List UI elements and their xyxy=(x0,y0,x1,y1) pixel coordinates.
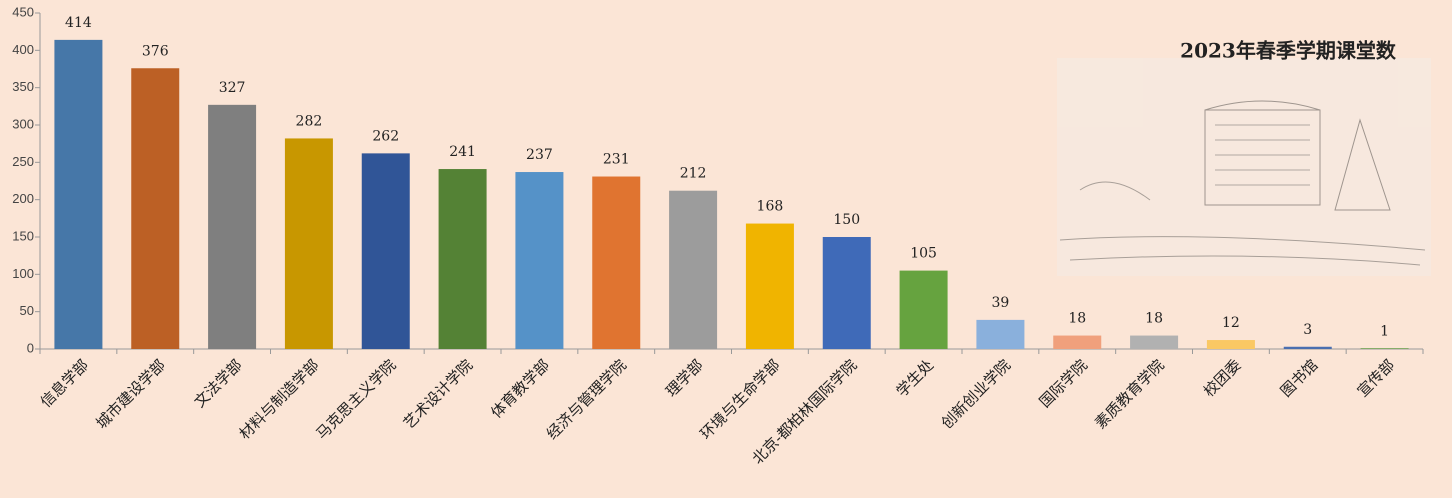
value-label: 237 xyxy=(526,147,553,163)
value-label: 168 xyxy=(757,199,784,215)
bar xyxy=(515,172,564,349)
bar xyxy=(745,223,794,349)
y-tick-label: 350 xyxy=(12,79,34,94)
value-label: 231 xyxy=(603,152,630,168)
x-tick-label: 学生处 xyxy=(893,356,938,401)
x-tick-label: 经济与管理学院 xyxy=(543,356,630,443)
y-tick-label: 0 xyxy=(27,340,34,355)
y-tick-label: 200 xyxy=(12,191,34,206)
x-tick-label: 文法学部 xyxy=(191,356,246,411)
y-tick-label: 150 xyxy=(12,228,34,243)
bar xyxy=(131,68,180,350)
value-label: 376 xyxy=(142,43,169,59)
bar xyxy=(1206,340,1255,349)
bar xyxy=(284,138,333,349)
y-tick-label: 300 xyxy=(12,116,34,131)
x-tick-label: 城市建设学部 xyxy=(93,356,169,432)
bar xyxy=(1360,348,1409,349)
bar xyxy=(976,319,1025,349)
x-tick-label: 素质教育学院 xyxy=(1091,356,1167,432)
y-tick-label: 450 xyxy=(12,4,34,19)
bar xyxy=(1053,335,1102,349)
bar xyxy=(1283,346,1332,349)
bar xyxy=(54,39,103,349)
value-label: 12 xyxy=(1222,315,1240,331)
x-tick-label: 材料与制造学部 xyxy=(236,356,323,443)
value-label: 3 xyxy=(1303,322,1312,338)
y-tick-label: 50 xyxy=(20,303,34,318)
bar xyxy=(822,237,871,349)
bar xyxy=(1130,335,1179,349)
x-tick-label: 宣传部 xyxy=(1354,356,1399,401)
x-tick-label: 体育教学部 xyxy=(487,356,553,422)
value-label: 282 xyxy=(296,113,323,129)
x-tick-label: 图书馆 xyxy=(1277,356,1322,401)
y-tick-label: 400 xyxy=(12,42,34,57)
campus-sketch xyxy=(1057,58,1431,276)
x-tick-label: 国际学院 xyxy=(1036,356,1091,411)
value-label: 241 xyxy=(449,144,476,160)
x-tick-label: 创新创业学院 xyxy=(938,356,1014,432)
x-tick-label: 校团委 xyxy=(1200,356,1245,401)
value-label: 18 xyxy=(1145,311,1163,327)
value-label: 262 xyxy=(372,128,399,144)
value-label: 39 xyxy=(992,295,1010,311)
value-label: 1 xyxy=(1380,323,1389,339)
bar xyxy=(361,153,410,349)
y-tick-label: 100 xyxy=(12,266,34,281)
bar xyxy=(438,169,487,349)
value-label: 327 xyxy=(219,80,246,96)
value-label: 212 xyxy=(680,166,707,182)
value-label: 105 xyxy=(910,246,937,262)
value-label: 18 xyxy=(1068,311,1086,327)
y-tick-label: 250 xyxy=(12,154,34,169)
x-tick-label: 马克思主义学院 xyxy=(312,356,399,443)
bar xyxy=(592,176,641,349)
x-tick-label: 信息学部 xyxy=(37,356,92,411)
x-tick-label: 环境与生命学部 xyxy=(697,356,784,443)
bar xyxy=(899,270,948,349)
value-label: 414 xyxy=(65,15,92,31)
value-label: 150 xyxy=(833,212,860,228)
bar xyxy=(208,104,257,349)
chart-title: 2023年春季学期课堂数 xyxy=(1180,39,1397,63)
x-tick-label: 理学部 xyxy=(662,356,707,401)
bar xyxy=(669,190,718,349)
x-tick-label: 艺术设计学院 xyxy=(400,356,476,432)
